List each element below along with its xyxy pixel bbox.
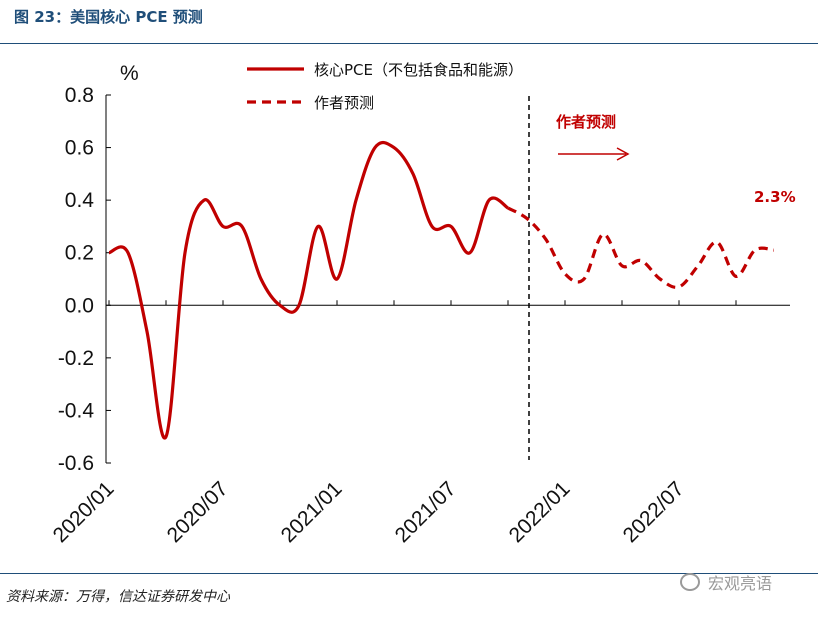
chart-title: 图 23：美国核心 PCE 预测	[14, 8, 203, 26]
x-tick-label: 2021/07	[391, 477, 461, 547]
axes	[105, 94, 790, 464]
wechat-icon	[680, 573, 700, 591]
x-tick-label: 2021/01	[277, 477, 347, 547]
end-value-annotation: 2.3%	[754, 188, 796, 206]
y-tick-label: 0.0	[65, 294, 94, 317]
forecast-annotation: 作者预测	[556, 113, 616, 131]
legend-label-forecast: 作者预测	[314, 94, 374, 112]
y-tick-label: 0.4	[65, 189, 95, 212]
forecast-series-line	[507, 206, 775, 289]
y-tick-label: -0.4	[58, 399, 95, 422]
y-tick-label: 0.8	[65, 84, 94, 107]
footer-divider	[0, 573, 818, 574]
y-unit-label: %	[120, 62, 139, 85]
y-tick-label: -0.2	[58, 347, 94, 370]
legend: 核心PCE（不包括食品和能源） 作者预测	[247, 61, 523, 112]
annotations: 作者预测 2.3%	[556, 113, 796, 206]
x-tick-label: 2020/01	[49, 477, 119, 547]
title-divider	[0, 43, 818, 44]
x-tick-label: 2022/01	[505, 477, 575, 547]
source-note: 资料来源：万得，信达证券研发中心	[6, 589, 230, 605]
y-tick-label: -0.6	[58, 452, 94, 475]
tick-labels: 0.8 0.6 0.4 0.2 0.0 -0.2 -0.4 -0.6% 2020/01 2020/…	[49, 62, 689, 547]
watermark: 宏观亮语	[680, 570, 772, 594]
x-tick-label: 2020/07	[163, 477, 233, 547]
y-tick-label: 0.6	[65, 137, 94, 160]
forecast-arrow-head	[616, 147, 630, 161]
y-tick-label: 0.2	[65, 242, 94, 265]
x-tick-label: 2022/07	[619, 477, 689, 547]
legend-label-actual: 核心PCE（不包括食品和能源）	[314, 61, 523, 79]
series-lines	[108, 140, 775, 440]
watermark-text: 宏观亮语	[708, 574, 773, 593]
actual-series-line	[108, 140, 509, 440]
